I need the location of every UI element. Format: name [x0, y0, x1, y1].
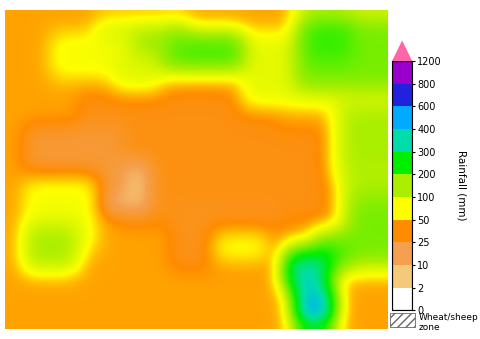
Bar: [391, 242, 411, 265]
Bar: [391, 152, 411, 174]
Bar: [389, 313, 414, 327]
Bar: [391, 129, 411, 152]
Bar: [391, 174, 411, 197]
Bar: [391, 197, 411, 220]
Text: Wheat/sheep: Wheat/sheep: [418, 313, 478, 322]
Y-axis label: Rainfall (mm): Rainfall (mm): [456, 151, 466, 221]
Bar: [391, 287, 411, 310]
Bar: [391, 84, 411, 106]
Bar: [391, 61, 411, 84]
Bar: [391, 265, 411, 287]
Text: zone: zone: [418, 323, 440, 333]
Bar: [391, 220, 411, 242]
Bar: [391, 106, 411, 129]
Polygon shape: [391, 40, 411, 61]
